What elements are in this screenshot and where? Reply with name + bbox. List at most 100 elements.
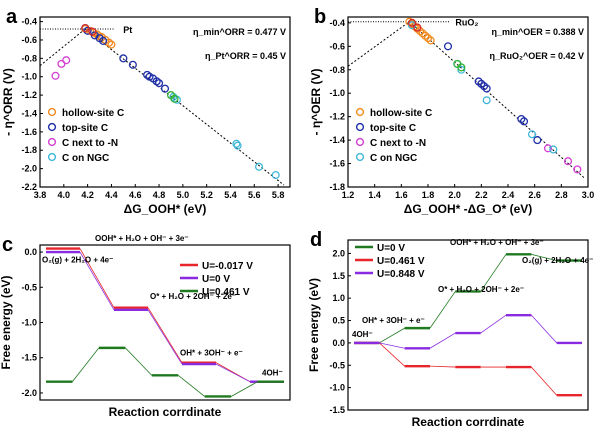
legend-label: C next to -N <box>370 138 426 149</box>
x-tick-label: 2.2 <box>475 190 488 200</box>
y-tick-label: -2.0 <box>21 164 37 174</box>
y-tick-label: -0.5 <box>21 282 37 292</box>
data-point <box>533 136 542 145</box>
step-label: O₂(g) + 2H₂O + 4e⁻ <box>42 256 113 265</box>
energy-connector <box>429 365 456 368</box>
legend-marker <box>355 107 365 117</box>
panel-d: 2.0 1.5 1.0 0.5 0.0 -0.5 -1.0 -1.5 U=0 V U=0.461 … <box>307 229 593 428</box>
y-tick-label: 1.5 <box>332 271 345 281</box>
x-tick-label: 1.4 <box>368 190 381 200</box>
energy-connector <box>72 347 100 382</box>
panel-letter: a <box>6 6 18 28</box>
y-tick-label: -0.6 <box>329 41 345 51</box>
energy-connector <box>379 342 405 367</box>
x-axis-label: ΔG_OOH* -ΔG_O* (eV) <box>404 202 533 216</box>
data-point <box>233 141 242 150</box>
energy-connector <box>531 314 557 344</box>
data-point <box>107 40 116 49</box>
y-tick-label: -1.4 <box>329 135 345 145</box>
annotation-line-1: η_min^OER = 0.388 V <box>491 27 584 37</box>
legend-label: hollow-site C <box>370 108 432 119</box>
x-tick-label: 1.6 <box>395 190 408 200</box>
x-tick-label: 1.8 <box>422 190 435 200</box>
data-point <box>62 56 71 65</box>
energy-connector <box>177 375 205 397</box>
y-tick-label: -1.0 <box>21 72 37 82</box>
x-tick-label: 3.8 <box>34 190 47 200</box>
y-tick-label: -1.2 <box>329 112 345 122</box>
step-label: O₂(g) + 2H₂O + 4e⁻ <box>522 256 593 265</box>
legend-marker <box>355 137 365 147</box>
annotation-line-1: η_min^ORR = 0.477 V <box>193 27 286 37</box>
data-point <box>271 171 280 180</box>
step-label: 4OH⁻ <box>352 330 373 339</box>
legend-label: U=0.848 V <box>377 269 425 280</box>
step-label: OOH* + H₂O + OH⁻ + 3e⁻ <box>450 238 544 247</box>
data-point <box>160 84 170 93</box>
step-label: O* + H₂O + 2OH⁻ + 2e⁻ <box>438 285 524 294</box>
energy-connector <box>531 253 557 261</box>
panel-letter: d <box>310 229 322 251</box>
y-tick-label: 0.0 <box>24 247 37 257</box>
plot-frame <box>347 239 589 411</box>
data-point <box>543 144 553 153</box>
energy-connector <box>147 309 183 365</box>
annotation-line-2: η_RuO₂^OER = 0.42 V <box>489 51 584 61</box>
x-tick-label: 4.8 <box>153 190 166 200</box>
legend-marker <box>47 152 57 162</box>
data-point <box>443 42 453 51</box>
x-tick-label: 2.0 <box>448 190 461 200</box>
x-axis-label: Reaction corrdinate <box>412 415 525 428</box>
x-tick-label: 4.6 <box>129 190 142 200</box>
legend-label: U=-0.017 V <box>202 261 253 272</box>
y-tick-label: 0.0 <box>332 338 345 348</box>
y-tick-label: 2.0 <box>332 248 345 258</box>
data-point <box>99 36 108 45</box>
trend-right <box>409 21 585 178</box>
y-tick-label: -0.5 <box>329 360 345 370</box>
step-label: O* + H₂O + 2OH⁻ + 2e⁻ <box>150 292 236 301</box>
data-point <box>152 77 161 86</box>
data-point <box>457 63 466 72</box>
data-point <box>573 165 582 174</box>
y-tick-label: -1.5 <box>21 353 37 363</box>
panel-c: 0.0 -0.5 -1.0 -1.5 -2.0 U=-0.017 V U=0 V U=0.46… <box>0 234 291 419</box>
step-label: OOH* + H₂O + OH⁻ + 3e⁻ <box>95 234 189 243</box>
data-point <box>413 23 422 32</box>
energy-connector <box>147 307 183 363</box>
x-axis-label: ΔG_OOH* (eV) <box>124 202 207 216</box>
data-point <box>482 96 491 105</box>
data-point <box>549 145 558 154</box>
trend-left <box>39 28 86 67</box>
data-point <box>457 65 466 74</box>
data-point <box>119 54 128 63</box>
data-point <box>128 60 137 69</box>
panel-letter: c <box>2 234 13 256</box>
y-tick-label: -1.6 <box>329 159 345 169</box>
y-tick-label: -1.4 <box>21 108 37 118</box>
y-axis-label: Free energy (eV) <box>307 278 321 372</box>
x-tick-label: 2.8 <box>555 190 568 200</box>
y-tick-label: -2.0 <box>21 388 37 398</box>
data-point <box>170 94 179 103</box>
data-point <box>407 18 417 27</box>
reference-label: Pt <box>123 25 132 35</box>
x-axis-label: Reaction corrdinate <box>109 405 222 419</box>
energy-connector <box>230 381 258 397</box>
data-point <box>51 71 60 80</box>
y-tick-label: -0.8 <box>329 65 345 75</box>
panel-letter: b <box>314 6 326 28</box>
panel-b: 1.2 1.4 1.6 1.8 2.0 2.2 2.4 2.6 2.8 3.0 -0.4 -0.6 -0… <box>309 6 594 216</box>
energy-connector <box>379 327 405 344</box>
y-tick-label: -1.0 <box>21 318 37 328</box>
legend-marker <box>355 152 365 162</box>
data-point <box>519 117 529 126</box>
panel-a: 3.8 4.0 4.2 4.4 4.6 4.8 5.0 5.2 5.4 5.6 5.8 -0.4 -0.… <box>1 6 291 216</box>
legend-marker <box>47 137 57 147</box>
plot-frame <box>39 16 291 188</box>
x-tick-label: 4.4 <box>105 190 118 200</box>
energy-connector <box>480 254 507 292</box>
plot-frame <box>347 16 589 188</box>
x-tick-label: 2.4 <box>502 190 515 200</box>
trend-left <box>347 21 410 67</box>
